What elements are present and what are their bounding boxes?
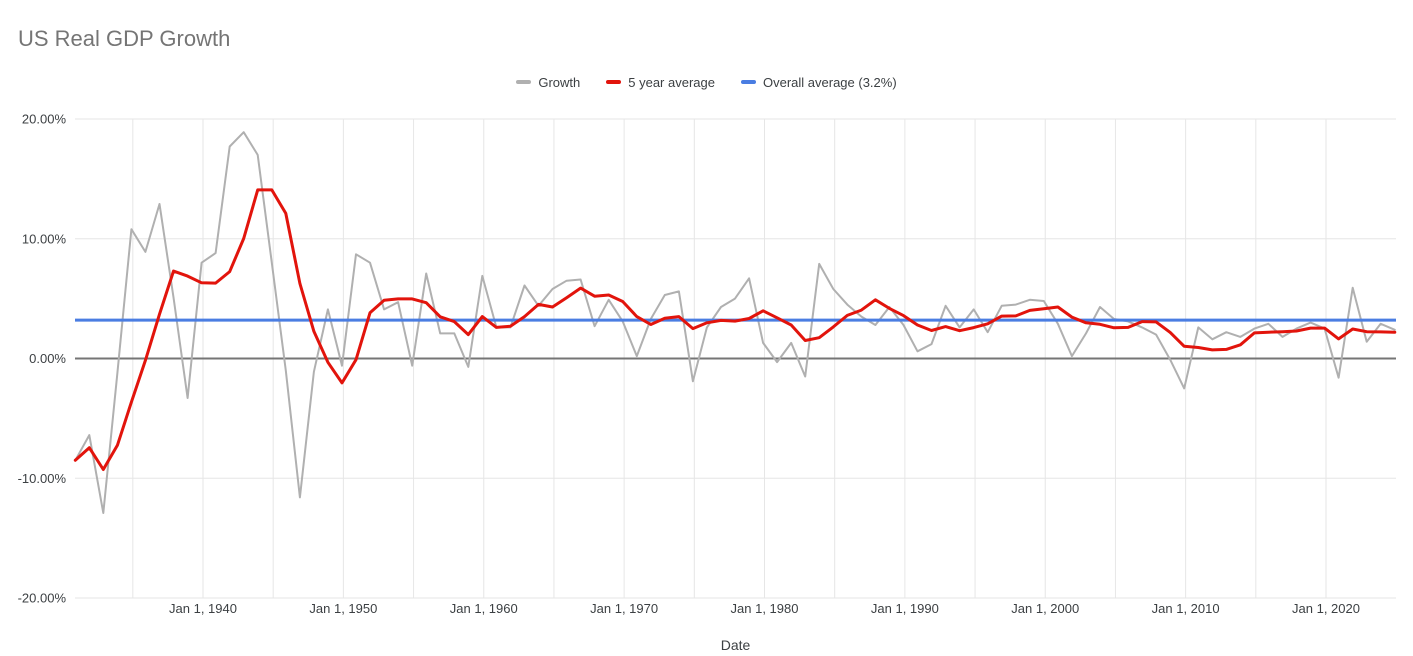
y-tick-label: 0.00% [29, 351, 66, 366]
five-year-average-line [73, 188, 1397, 471]
x-tick-label: Jan 1, 2000 [1011, 601, 1079, 616]
y-tick-label: -10.00% [18, 471, 67, 486]
y-tick-label: 10.00% [22, 231, 67, 246]
legend: Growth 5 year average Overall average (3… [0, 73, 1413, 91]
growth-swatch-icon [516, 80, 532, 84]
legend-label-overall-average: Overall average (3.2%) [762, 74, 897, 90]
x-tick-label: Jan 1, 1980 [731, 601, 799, 616]
chart-title: US Real GDP Growth [18, 26, 231, 51]
growth-line [74, 131, 1396, 514]
legend-label-growth: Growth [538, 74, 581, 90]
y-tick-label: 20.00% [22, 112, 67, 127]
x-axis-title: Date [720, 637, 751, 653]
overall-average-swatch-icon [740, 80, 756, 84]
x-tick-label: Jan 1, 2010 [1152, 601, 1220, 616]
x-tick-label: Jan 1, 1960 [450, 601, 518, 616]
x-tick-label: Jan 1, 1970 [590, 601, 658, 616]
legend-item-growth: Growth [516, 75, 580, 90]
x-tick-label: Jan 1, 1990 [871, 601, 939, 616]
legend-item-5-year-average: 5 year average [606, 75, 715, 90]
legend-item-overall-average: Overall average (3.2%) [740, 74, 897, 90]
x-tick-label: Jan 1, 1950 [309, 601, 377, 616]
x-tick-label: Jan 1, 2020 [1292, 601, 1360, 616]
y-tick-label: -20.00% [18, 591, 67, 606]
x-tick-label: Jan 1, 1940 [169, 601, 237, 616]
five-year-average-swatch-icon [606, 80, 622, 84]
legend-label-5-year-average: 5 year average [628, 74, 715, 90]
